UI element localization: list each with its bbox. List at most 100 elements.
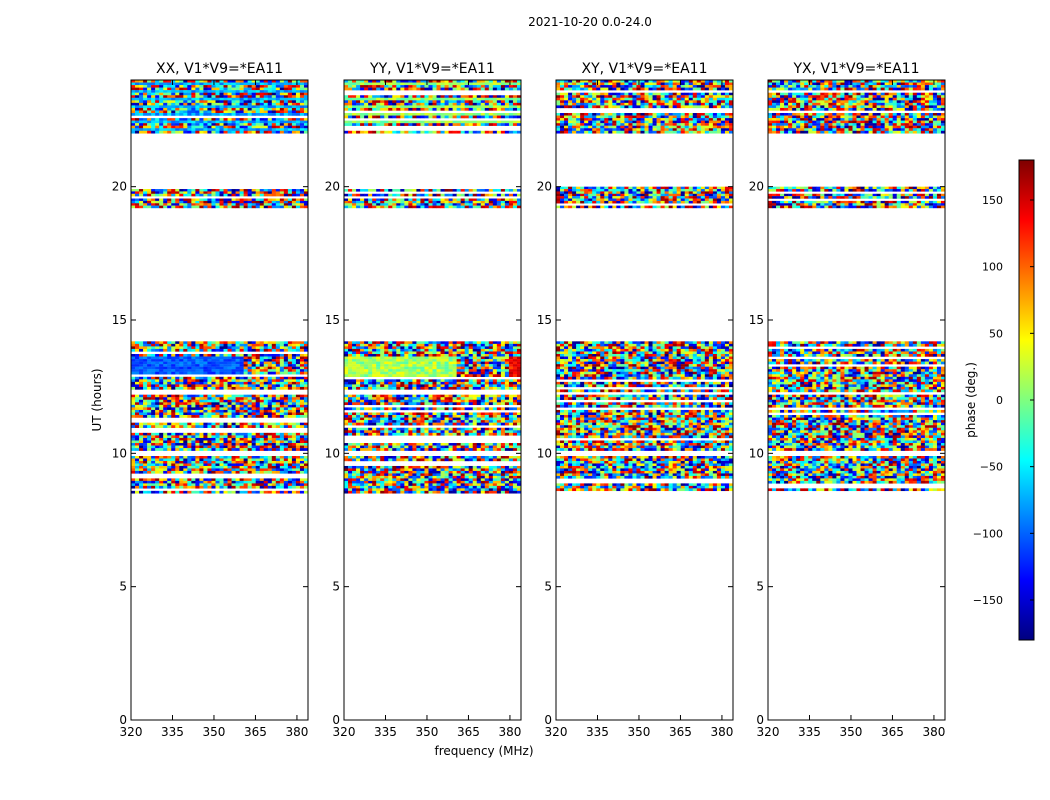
y-tick-label: 5 bbox=[119, 580, 127, 594]
heatmap-cell bbox=[516, 458, 521, 462]
heatmap-cell bbox=[251, 369, 256, 372]
heatmap-cell bbox=[356, 456, 361, 459]
heatmap-cell bbox=[239, 100, 244, 104]
heatmap-cell bbox=[167, 483, 172, 487]
heatmap-cell bbox=[352, 412, 357, 416]
heatmap-cell bbox=[384, 399, 389, 403]
heatmap-cell bbox=[147, 85, 152, 88]
heatmap-cell bbox=[231, 128, 236, 131]
heatmap-cell bbox=[472, 351, 478, 355]
heatmap-cell bbox=[436, 470, 441, 474]
heatmap-cell bbox=[231, 100, 236, 104]
heatmap-cell bbox=[183, 404, 188, 408]
heatmap-cell bbox=[151, 369, 156, 372]
heatmap-cell bbox=[175, 369, 180, 372]
heatmap-cell bbox=[179, 468, 184, 472]
heatmap-cell bbox=[215, 82, 220, 86]
heatmap-cell bbox=[199, 193, 204, 197]
heatmap-cell bbox=[488, 483, 494, 487]
heatmap-cell bbox=[151, 425, 156, 428]
heatmap-cell bbox=[167, 128, 172, 131]
heatmap-cell bbox=[279, 82, 285, 86]
heatmap-cell bbox=[235, 191, 240, 194]
heatmap-cell bbox=[512, 356, 518, 360]
heatmap-cell bbox=[303, 381, 308, 385]
heatmap-cell bbox=[239, 394, 244, 398]
heatmap-cell bbox=[287, 463, 293, 467]
heatmap-cell bbox=[444, 341, 449, 345]
heatmap-cell bbox=[275, 443, 281, 446]
heatmap-cell bbox=[448, 422, 453, 426]
heatmap-cell bbox=[484, 402, 490, 406]
heatmap-cell bbox=[219, 193, 224, 197]
heatmap-cell bbox=[392, 343, 397, 347]
heatmap-cell bbox=[440, 420, 445, 423]
heatmap-cell bbox=[227, 458, 232, 462]
heatmap-cell bbox=[207, 341, 212, 345]
heatmap-cell bbox=[183, 480, 188, 484]
heatmap-cell bbox=[131, 123, 136, 126]
heatmap-cell bbox=[368, 397, 373, 400]
heatmap-cell bbox=[484, 445, 490, 449]
heatmap-cell bbox=[412, 432, 417, 436]
heatmap-cell bbox=[207, 445, 212, 449]
heatmap-cell bbox=[195, 443, 200, 446]
heatmap-cell bbox=[155, 85, 160, 88]
heatmap-cell bbox=[199, 478, 204, 482]
heatmap-cell bbox=[203, 128, 208, 131]
heatmap-cell bbox=[235, 379, 240, 383]
heatmap-cell bbox=[255, 386, 261, 390]
heatmap-cell bbox=[392, 480, 397, 484]
heatmap-cell bbox=[131, 95, 136, 98]
heatmap-cell bbox=[384, 445, 389, 449]
heatmap-cell bbox=[159, 191, 164, 194]
heatmap-cell bbox=[231, 445, 236, 449]
heatmap-cell bbox=[171, 384, 176, 388]
heatmap-cell bbox=[163, 458, 168, 462]
heatmap-cell bbox=[163, 480, 168, 484]
heatmap-cell bbox=[227, 399, 232, 403]
heatmap-cell bbox=[352, 397, 357, 400]
heatmap-cell bbox=[299, 404, 305, 408]
heatmap-cell bbox=[271, 354, 277, 357]
heatmap-cell bbox=[492, 478, 498, 482]
heatmap-cell bbox=[496, 458, 502, 462]
heatmap-cell bbox=[207, 100, 212, 104]
heatmap-cell bbox=[303, 432, 308, 436]
heatmap-cell bbox=[476, 485, 482, 489]
heatmap-cell bbox=[263, 102, 269, 106]
heatmap-cell bbox=[508, 415, 514, 418]
heatmap-cell bbox=[344, 361, 349, 365]
heatmap-cell bbox=[472, 430, 478, 434]
heatmap-cell bbox=[199, 412, 204, 416]
heatmap-cell bbox=[283, 100, 289, 104]
heatmap-cell bbox=[207, 485, 212, 489]
heatmap-cell bbox=[295, 205, 301, 209]
heatmap-cell bbox=[171, 354, 176, 357]
heatmap-cell bbox=[416, 351, 421, 355]
heatmap-cell bbox=[287, 379, 293, 383]
heatmap-cell bbox=[432, 488, 437, 492]
heatmap-cell bbox=[428, 402, 433, 406]
heatmap-cell bbox=[171, 437, 176, 441]
heatmap-cell bbox=[303, 435, 308, 439]
heatmap-cell bbox=[187, 402, 192, 406]
heatmap-cell bbox=[424, 399, 429, 403]
heatmap-cell bbox=[412, 478, 417, 482]
heatmap-cell bbox=[211, 364, 216, 367]
heatmap-cell bbox=[155, 415, 160, 418]
heatmap-cell bbox=[291, 407, 297, 411]
heatmap-cell bbox=[267, 468, 273, 472]
heatmap-cell bbox=[516, 359, 521, 362]
heatmap-cell bbox=[167, 407, 172, 411]
heatmap-cell bbox=[295, 346, 301, 350]
heatmap-cell bbox=[263, 369, 269, 372]
heatmap-cell bbox=[279, 87, 285, 91]
heatmap-cell bbox=[227, 381, 232, 385]
heatmap-cell bbox=[207, 366, 212, 370]
heatmap-cell bbox=[412, 407, 417, 411]
heatmap-cell bbox=[295, 458, 301, 462]
heatmap-cell bbox=[151, 407, 156, 411]
heatmap-cell bbox=[215, 458, 220, 462]
